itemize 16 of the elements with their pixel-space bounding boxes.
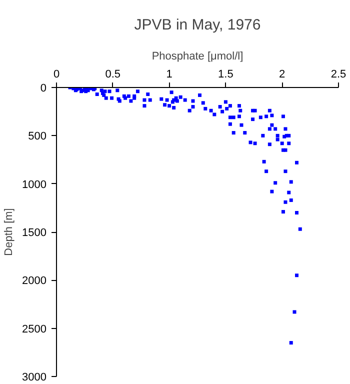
chart-title: JPVB in May, 1976 <box>134 16 261 34</box>
x-tick-label: 1 <box>166 68 172 80</box>
y-axis-title: Depth [m] <box>3 208 16 256</box>
y-tick-label: 1000 <box>22 178 47 191</box>
x-tick-label: 0.5 <box>105 68 121 80</box>
y-tick-label: 500 <box>28 130 47 143</box>
y-tick-label: 1500 <box>22 227 47 239</box>
x-tick-label: 2.5 <box>330 68 346 80</box>
y-tick-label: 2000 <box>22 275 47 288</box>
y-tick-label: 3000 <box>22 372 47 384</box>
y-tick-label: 0 <box>40 82 47 94</box>
x-tick-label: 1.5 <box>218 68 234 80</box>
y-tick-label: 2500 <box>22 323 47 336</box>
x-tick-label: 0 <box>53 68 60 80</box>
x-axis-title: Phosphate [μmol/l] <box>152 50 244 62</box>
x-tick-label: 2 <box>279 68 286 80</box>
